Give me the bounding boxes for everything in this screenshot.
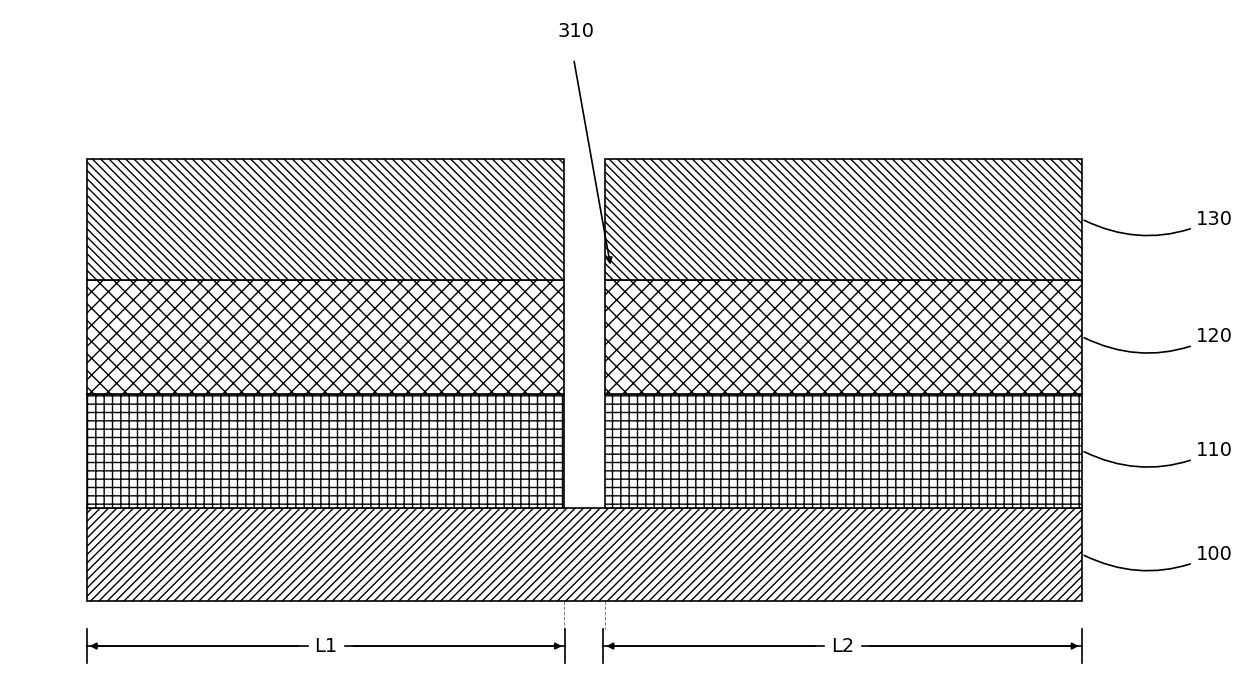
Bar	[87, 508, 1082, 601]
Bar	[605, 280, 1082, 394]
Text: L1: L1	[315, 636, 337, 656]
Text: 130: 130	[1084, 209, 1233, 236]
Bar	[87, 394, 564, 508]
Bar	[605, 159, 1082, 280]
Bar	[87, 159, 564, 280]
Bar	[87, 280, 564, 394]
Bar	[605, 394, 1082, 508]
Text: 120: 120	[1084, 327, 1233, 353]
Text: 110: 110	[1084, 441, 1233, 467]
Text: 310: 310	[558, 21, 595, 41]
Text: L2: L2	[831, 636, 854, 656]
Text: 100: 100	[1084, 545, 1233, 571]
